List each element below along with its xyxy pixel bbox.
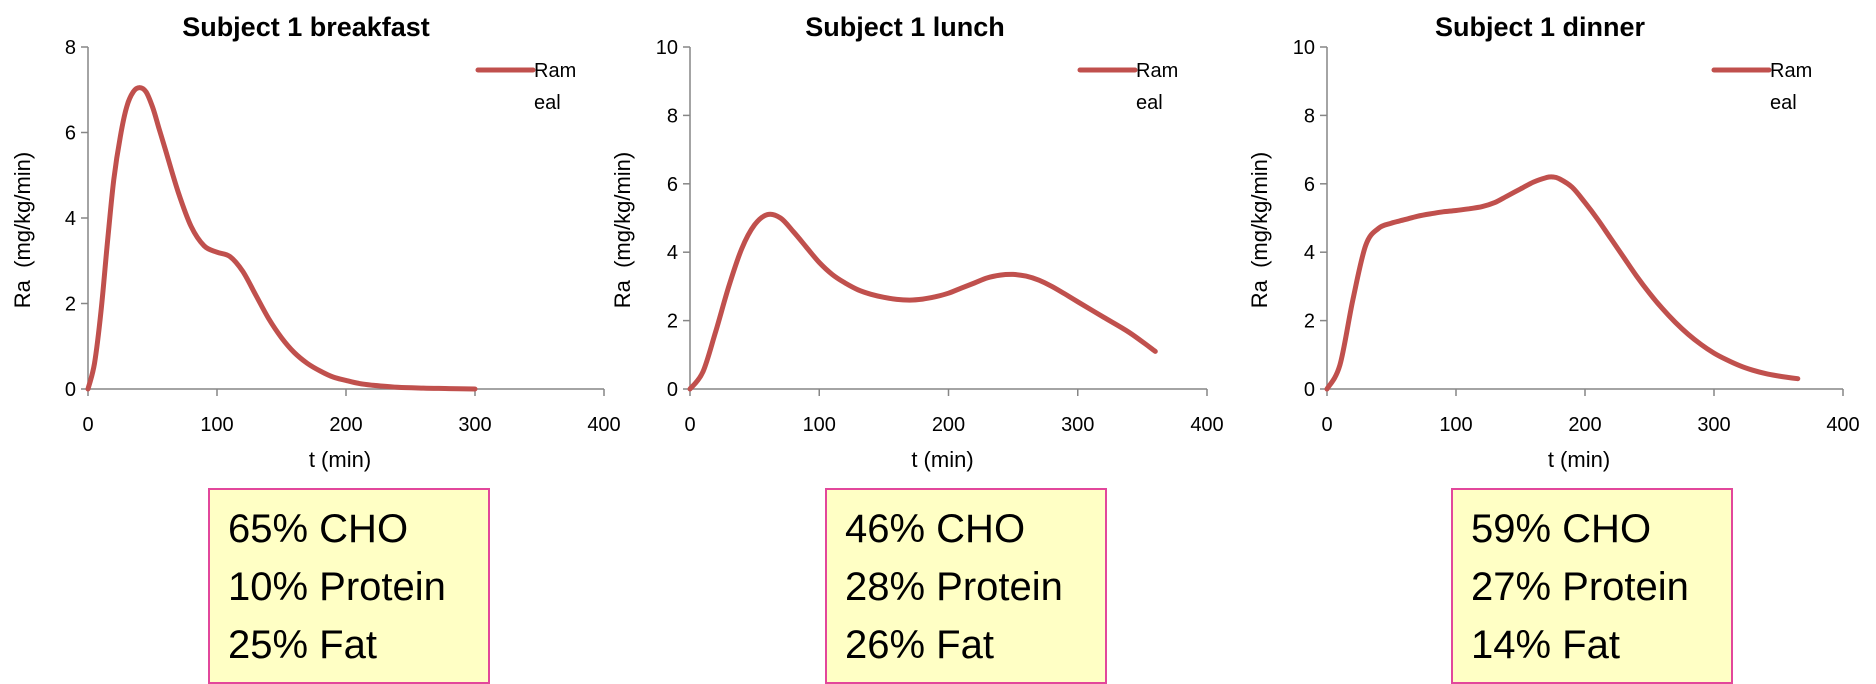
macro-fat: 25% Fat	[228, 623, 377, 667]
x-tick-label: 100	[1439, 414, 1472, 436]
x-tick-label: 200	[329, 414, 362, 436]
y-tick-label: 0	[667, 379, 678, 401]
y-tick-label: 4	[65, 208, 76, 230]
macro-cho: 65% CHO	[228, 507, 409, 551]
series-line	[85, 85, 478, 392]
y-tick-label: 10	[656, 37, 678, 59]
legend-label: Ram	[1770, 60, 1812, 82]
x-tick-label: 300	[458, 414, 491, 436]
y-tick-label: 0	[1304, 379, 1315, 401]
chart-title: Subject 1 breakfast	[182, 12, 430, 42]
y-tick-label: 4	[667, 242, 678, 264]
x-axis-label: t (min)	[309, 447, 371, 472]
legend-label: Ram	[534, 60, 576, 82]
x-axis-label: t (min)	[1548, 447, 1610, 472]
x-tick-label: 0	[82, 414, 93, 436]
y-axis-label: Ra (mg/kg/min)	[10, 152, 35, 308]
x-axis-label: t (min)	[911, 447, 973, 472]
y-tick-label: 0	[65, 379, 76, 401]
legend-label: eal	[1770, 92, 1797, 114]
x-tick-label: 0	[684, 414, 695, 436]
y-axis-label: Ra (mg/kg/min)	[610, 152, 635, 308]
chart-title: Subject 1 lunch	[805, 12, 1005, 42]
x-tick-label: 300	[1061, 414, 1094, 436]
y-tick-label: 6	[65, 123, 76, 145]
legend-label: eal	[534, 92, 561, 114]
y-tick-label: 8	[1304, 105, 1315, 127]
macro-cho: 59% CHO	[1471, 507, 1652, 551]
legend-label: Ram	[1136, 60, 1178, 82]
x-tick-label: 400	[1826, 414, 1859, 436]
y-tick-label: 2	[65, 294, 76, 316]
series-line	[1324, 174, 1801, 392]
y-tick-label: 2	[667, 311, 678, 333]
macro-protein: 10% Protein	[228, 565, 446, 609]
x-tick-label: 200	[932, 414, 965, 436]
x-tick-label: 200	[1568, 414, 1601, 436]
x-tick-label: 100	[803, 414, 836, 436]
y-tick-label: 8	[65, 37, 76, 59]
macro-protein: 28% Protein	[845, 565, 1063, 609]
y-tick-label: 8	[667, 105, 678, 127]
macro-fat: 14% Fat	[1471, 623, 1620, 667]
macro-box-dinner: 59% CHO 27% Protein 14% Fat	[1451, 488, 1733, 684]
y-tick-label: 10	[1293, 37, 1315, 59]
legend-label: eal	[1136, 92, 1163, 114]
macro-cho: 46% CHO	[845, 507, 1026, 551]
macro-box-breakfast: 65% CHO 10% Protein 25% Fat	[208, 488, 490, 684]
y-tick-label: 4	[1304, 242, 1315, 264]
x-tick-label: 400	[1190, 414, 1223, 436]
y-tick-label: 6	[667, 174, 678, 196]
y-axis-label: Ra (mg/kg/min)	[1247, 152, 1272, 308]
x-tick-label: 300	[1697, 414, 1730, 436]
x-tick-label: 0	[1321, 414, 1332, 436]
macro-fat: 26% Fat	[845, 623, 994, 667]
macro-box-lunch: 46% CHO 28% Protein 26% Fat	[825, 488, 1107, 684]
y-tick-label: 2	[1304, 311, 1315, 333]
series-line	[687, 211, 1158, 392]
x-tick-label: 100	[200, 414, 233, 436]
chart-title: Subject 1 dinner	[1435, 12, 1646, 42]
y-tick-label: 6	[1304, 174, 1315, 196]
macro-protein: 27% Protein	[1471, 565, 1689, 609]
x-tick-label: 400	[587, 414, 620, 436]
